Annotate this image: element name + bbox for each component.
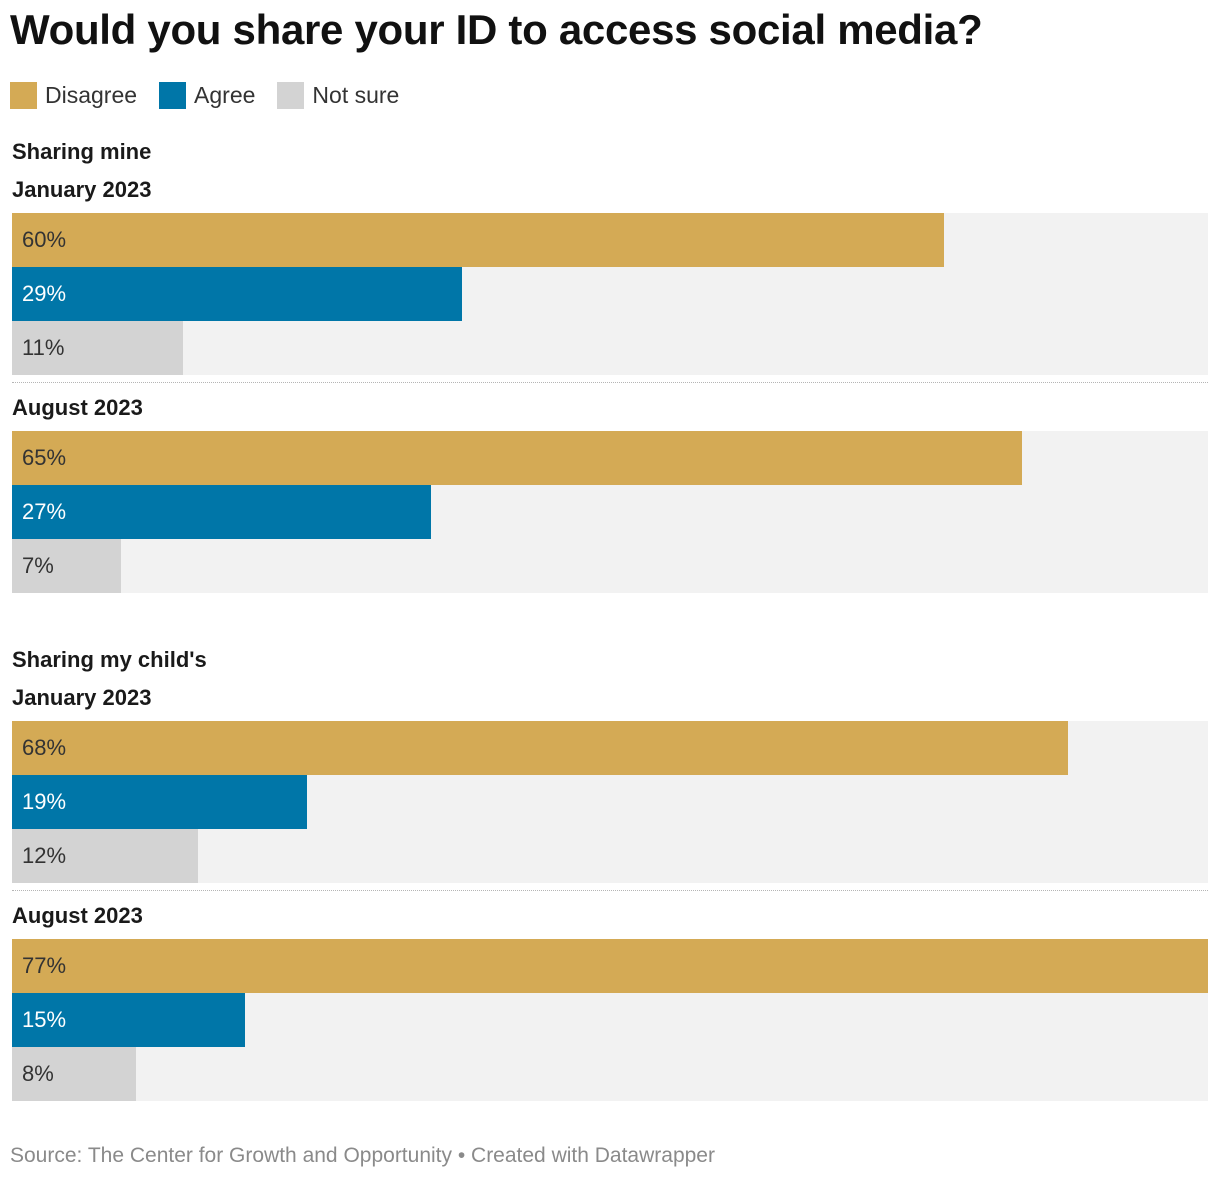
bar-value-label: 15%	[22, 1007, 67, 1032]
legend-swatch-not-sure	[277, 82, 305, 109]
source-footer: Source: The Center for Growth and Opport…	[10, 1144, 715, 1167]
bar-value-label: 7%	[22, 553, 54, 578]
legend-label-not-sure: Not sure	[312, 82, 400, 108]
bar-agree	[12, 267, 462, 321]
bar-value-label: 19%	[22, 789, 67, 814]
bar-not-sure	[12, 1047, 136, 1101]
bar-value-label: 65%	[22, 445, 67, 470]
bar-track-sharing-my-childs-aug-2023: 77% 15% 8%	[12, 939, 1208, 1101]
chart-title: Would you share your ID to access social…	[10, 6, 983, 53]
legend-item-not-sure: Not sure	[277, 82, 399, 109]
bar-disagree	[12, 213, 944, 267]
bar-disagree	[12, 721, 1068, 775]
bar-disagree	[12, 939, 1208, 993]
legend-item-disagree: Disagree	[10, 82, 137, 109]
bar-value-label: 29%	[22, 281, 67, 306]
bar-value-label: 77%	[22, 953, 67, 978]
legend-label-disagree: Disagree	[45, 82, 138, 108]
bar-agree	[12, 485, 431, 539]
bar-not-sure	[12, 539, 121, 593]
period-label-jan-2023: January 2023	[12, 177, 152, 202]
legend-item-agree: Agree	[159, 82, 255, 109]
legend-swatch-disagree	[10, 82, 37, 109]
period-label-aug-2023: August 2023	[12, 395, 143, 420]
bar-value-label: 8%	[22, 1061, 54, 1086]
bar-not-sure	[12, 321, 183, 375]
group-label-sharing-mine: Sharing mine	[12, 139, 152, 164]
bar-value-label: 68%	[22, 735, 67, 760]
bar-track-sharing-mine-jan-2023: 60% 29% 11%	[12, 213, 1208, 375]
bar-value-label: 60%	[22, 227, 67, 252]
period-divider	[12, 382, 1208, 383]
legend: Disagree Agree Not sure	[10, 82, 399, 109]
bar-value-label: 27%	[22, 499, 67, 524]
period-label-aug-2023: August 2023	[12, 903, 143, 928]
legend-label-agree: Agree	[194, 82, 256, 108]
bar-track-sharing-mine-aug-2023: 65% 27% 7%	[12, 431, 1208, 593]
bar-track-sharing-my-childs-jan-2023: 68% 19% 12%	[12, 721, 1208, 883]
legend-swatch-agree	[159, 82, 187, 109]
period-label-jan-2023: January 2023	[12, 685, 152, 710]
bar-value-label: 11%	[22, 335, 65, 360]
bar-disagree	[12, 431, 1022, 485]
bar-not-sure	[12, 829, 198, 883]
bar-agree	[12, 775, 307, 829]
bar-agree	[12, 993, 245, 1047]
group-label-sharing-my-childs: Sharing my child's	[12, 647, 207, 672]
period-divider	[12, 890, 1208, 891]
bar-value-label: 12%	[22, 843, 67, 868]
